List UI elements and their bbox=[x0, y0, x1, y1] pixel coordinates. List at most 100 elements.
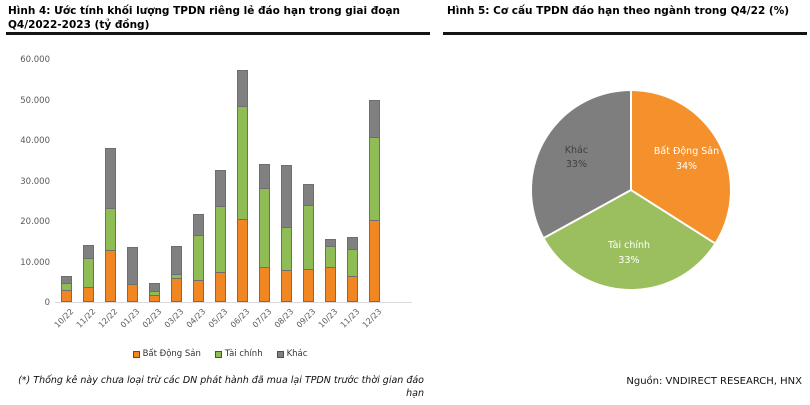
bar-10/22 bbox=[55, 59, 77, 302]
bar-segment bbox=[214, 272, 226, 302]
bar-segment bbox=[280, 227, 292, 270]
bar-04/23 bbox=[187, 59, 209, 302]
bar-11/23 bbox=[341, 59, 363, 302]
bar-segment bbox=[302, 184, 314, 205]
bar-segment bbox=[280, 165, 292, 227]
legend-swatch bbox=[214, 350, 222, 358]
x-tick-label: 02/23 bbox=[140, 307, 164, 330]
legend-swatch bbox=[276, 350, 284, 358]
bar-segment bbox=[170, 278, 182, 302]
pie-slice-label: Tài chính 33% bbox=[607, 240, 651, 266]
bar-07/23 bbox=[253, 59, 275, 302]
bar-segment bbox=[82, 287, 94, 302]
bar-segment bbox=[60, 290, 72, 302]
bar-segment bbox=[192, 280, 204, 302]
bar-chart-plot bbox=[55, 60, 412, 303]
bar-segment bbox=[60, 276, 72, 283]
pie-chart: Bất Động Sản 34% Tài chính 33% Khác 33% bbox=[532, 91, 730, 289]
bar-segment bbox=[170, 246, 182, 274]
figure4-title-rule bbox=[6, 32, 430, 35]
y-tick-label: 0 bbox=[44, 298, 50, 308]
legend-label: Khác bbox=[286, 349, 308, 359]
bar-segment bbox=[170, 274, 182, 278]
bar-segment bbox=[346, 249, 358, 276]
x-tick-label: 11/23 bbox=[338, 307, 362, 330]
bar-segment bbox=[148, 283, 160, 291]
bar-08/23 bbox=[275, 59, 297, 302]
x-tick-label: 07/23 bbox=[250, 307, 274, 330]
pie-slice-label: Bất Động Sản 34% bbox=[653, 146, 720, 172]
bar-12/22 bbox=[99, 59, 121, 302]
y-tick-label: 30.000 bbox=[20, 176, 50, 187]
x-tick-label: 01/23 bbox=[118, 307, 142, 330]
figure4-title: Hình 4: Ước tính khối lượng TPDN riêng l… bbox=[8, 5, 401, 31]
x-tick-label: 12/23 bbox=[360, 307, 384, 330]
bar-segment bbox=[126, 247, 138, 284]
bar-segment bbox=[192, 214, 204, 235]
bar-segment bbox=[148, 291, 160, 295]
bar-segment bbox=[324, 239, 336, 246]
bar-segment bbox=[214, 170, 226, 206]
bar-segment bbox=[104, 250, 116, 302]
figure5-title: Hình 5: Cơ cấu TPDN đáo hạn theo ngành t… bbox=[447, 5, 790, 17]
bar-segment bbox=[82, 245, 94, 258]
bar-10/23 bbox=[319, 59, 341, 302]
y-tick-label: 10.000 bbox=[20, 257, 50, 268]
x-tick-label: 08/23 bbox=[272, 307, 296, 330]
bar-02/23 bbox=[143, 59, 165, 302]
bar-segment bbox=[324, 246, 336, 267]
bar-segment bbox=[280, 270, 292, 302]
bar-segment bbox=[236, 106, 248, 219]
legend-swatch bbox=[132, 350, 140, 358]
bar-segment bbox=[104, 208, 116, 250]
source-text: Nguồn: VNDIRECT RESEARCH, HNX bbox=[626, 376, 802, 387]
bar-11/22 bbox=[77, 59, 99, 302]
x-tick-label: 06/23 bbox=[228, 307, 252, 330]
pie-slice-divider bbox=[630, 91, 632, 190]
legend-item: Khác bbox=[276, 349, 308, 359]
y-tick-label: 60.000 bbox=[20, 55, 50, 65]
bar-chart-x-axis: 10/22 11/22 12/22 01/23 02/23 03/23 04/23 05/23… bbox=[52, 305, 385, 347]
bar-segment bbox=[82, 258, 94, 287]
bar-segment bbox=[346, 237, 358, 249]
x-tick-label: 11/22 bbox=[74, 307, 98, 330]
figure5-title-rule bbox=[443, 32, 807, 35]
bar-segment bbox=[258, 188, 270, 267]
legend-label: Bất Động Sản bbox=[142, 349, 201, 359]
bar-segment bbox=[302, 205, 314, 269]
bar-segment bbox=[236, 70, 248, 106]
bar-01/23 bbox=[121, 59, 143, 302]
bar-segment bbox=[126, 284, 138, 302]
x-tick-label: 10/22 bbox=[52, 307, 76, 330]
x-tick-label: 05/23 bbox=[206, 307, 230, 330]
bar-segment bbox=[346, 276, 358, 302]
bar-segment bbox=[236, 219, 248, 302]
x-tick-label: 03/23 bbox=[162, 307, 186, 330]
bar-segment bbox=[104, 148, 116, 208]
footnote: (*) Thống kê này chưa loại trừ các DN ph… bbox=[18, 375, 424, 400]
bar-12/23 bbox=[363, 59, 385, 302]
bar-03/23 bbox=[165, 59, 187, 302]
bar-segment bbox=[60, 283, 72, 290]
bar-segment bbox=[324, 267, 336, 302]
bar-segment bbox=[258, 267, 270, 302]
bar-segment bbox=[368, 220, 380, 302]
legend-item: Tài chính bbox=[214, 349, 263, 359]
legend-label: Tài chính bbox=[224, 349, 263, 359]
bar-09/23 bbox=[297, 59, 319, 302]
x-tick-label: 10/23 bbox=[316, 307, 340, 330]
bar-segment bbox=[192, 235, 204, 280]
y-tick-label: 40.000 bbox=[20, 136, 50, 146]
y-tick-label: 50.000 bbox=[20, 95, 50, 106]
bar-segment bbox=[258, 164, 270, 188]
legend-item: Bất Động Sản bbox=[132, 349, 201, 359]
bar-06/23 bbox=[231, 59, 253, 302]
x-tick-label: 09/23 bbox=[294, 307, 318, 330]
x-tick-label: 04/23 bbox=[184, 307, 208, 330]
bar-chart-legend: Bất Động Sản Tài chính Khác bbox=[55, 349, 385, 359]
bar-segment bbox=[368, 100, 380, 137]
bar-segment bbox=[148, 295, 160, 302]
bar-chart-bars bbox=[55, 59, 385, 302]
x-tick-label: 12/22 bbox=[96, 307, 120, 330]
